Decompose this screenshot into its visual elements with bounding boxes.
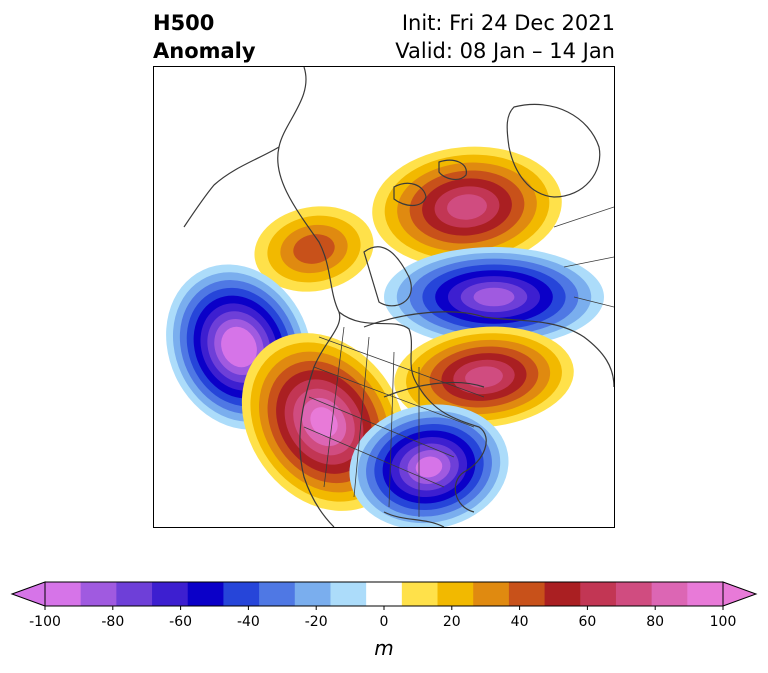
- colorbar-segment: [651, 582, 688, 606]
- colorbar-segment: [366, 582, 403, 606]
- anomaly-contour: [473, 287, 515, 307]
- colorbar-segment: [508, 582, 546, 606]
- colorbar-segment: [473, 582, 510, 606]
- colorbar-tick-label: 100: [709, 614, 737, 630]
- anomaly-map: [166, 67, 614, 527]
- colorbar-segment: [687, 582, 724, 606]
- colorbar-segment: [401, 582, 439, 606]
- map-title: H500 Anomaly: [153, 9, 256, 65]
- coastlines: [183, 67, 614, 527]
- anomaly-contour: [227, 334, 251, 360]
- colorbar-unit-label: m: [374, 636, 394, 660]
- colorbar-segment: [187, 582, 224, 606]
- colorbar-segment: [259, 582, 296, 606]
- colorbar-tick-label: -60: [169, 614, 193, 630]
- anomaly-contour: [415, 456, 443, 478]
- colorbar-tick-label: -100: [29, 614, 61, 630]
- title-line1: H500: [153, 11, 215, 35]
- colorbar-tick-label: 0: [379, 614, 389, 630]
- valid-text: Valid: 08 Jan – 14 Jan: [395, 39, 615, 63]
- map-panel: [153, 66, 615, 528]
- colorbar-segment: [223, 582, 260, 606]
- title-line2: Anomaly: [153, 39, 256, 63]
- colorbar-tick-label: 20: [442, 614, 461, 630]
- colorbar-tick-label: -20: [304, 614, 328, 630]
- colorbar-segment: [544, 582, 581, 606]
- colorbar-segment: [437, 582, 474, 606]
- colorbar-arrow-high: [722, 581, 758, 607]
- colorbar-segment: [294, 582, 331, 606]
- colorbar-segment: [45, 582, 82, 606]
- anomaly-contour: [447, 194, 487, 220]
- colorbar-tick-label: -80: [101, 614, 125, 630]
- colorbar-arrow-low: [10, 581, 46, 607]
- colorbar-segment: [330, 582, 367, 606]
- colorbar-segment: [80, 582, 117, 606]
- colorbar-tick-label: 40: [510, 614, 529, 630]
- colorbar-tick-label: -40: [236, 614, 260, 630]
- colorbar-tick-label: 60: [578, 614, 597, 630]
- colorbar-segment: [116, 582, 153, 606]
- colorbar-segment: [615, 582, 653, 606]
- anomaly-contours: [166, 146, 604, 527]
- colorbar-tick-label: 80: [646, 614, 665, 630]
- colorbar-segment: [152, 582, 189, 606]
- colorbar-segments: [10, 581, 758, 610]
- colorbar-segment: [580, 582, 617, 606]
- anomaly-contour: [465, 366, 503, 388]
- map-subtitle: Init: Fri 24 Dec 2021 Valid: 08 Jan – 14…: [395, 9, 615, 65]
- init-text: Init: Fri 24 Dec 2021: [401, 11, 615, 35]
- colorbar: [10, 581, 758, 610]
